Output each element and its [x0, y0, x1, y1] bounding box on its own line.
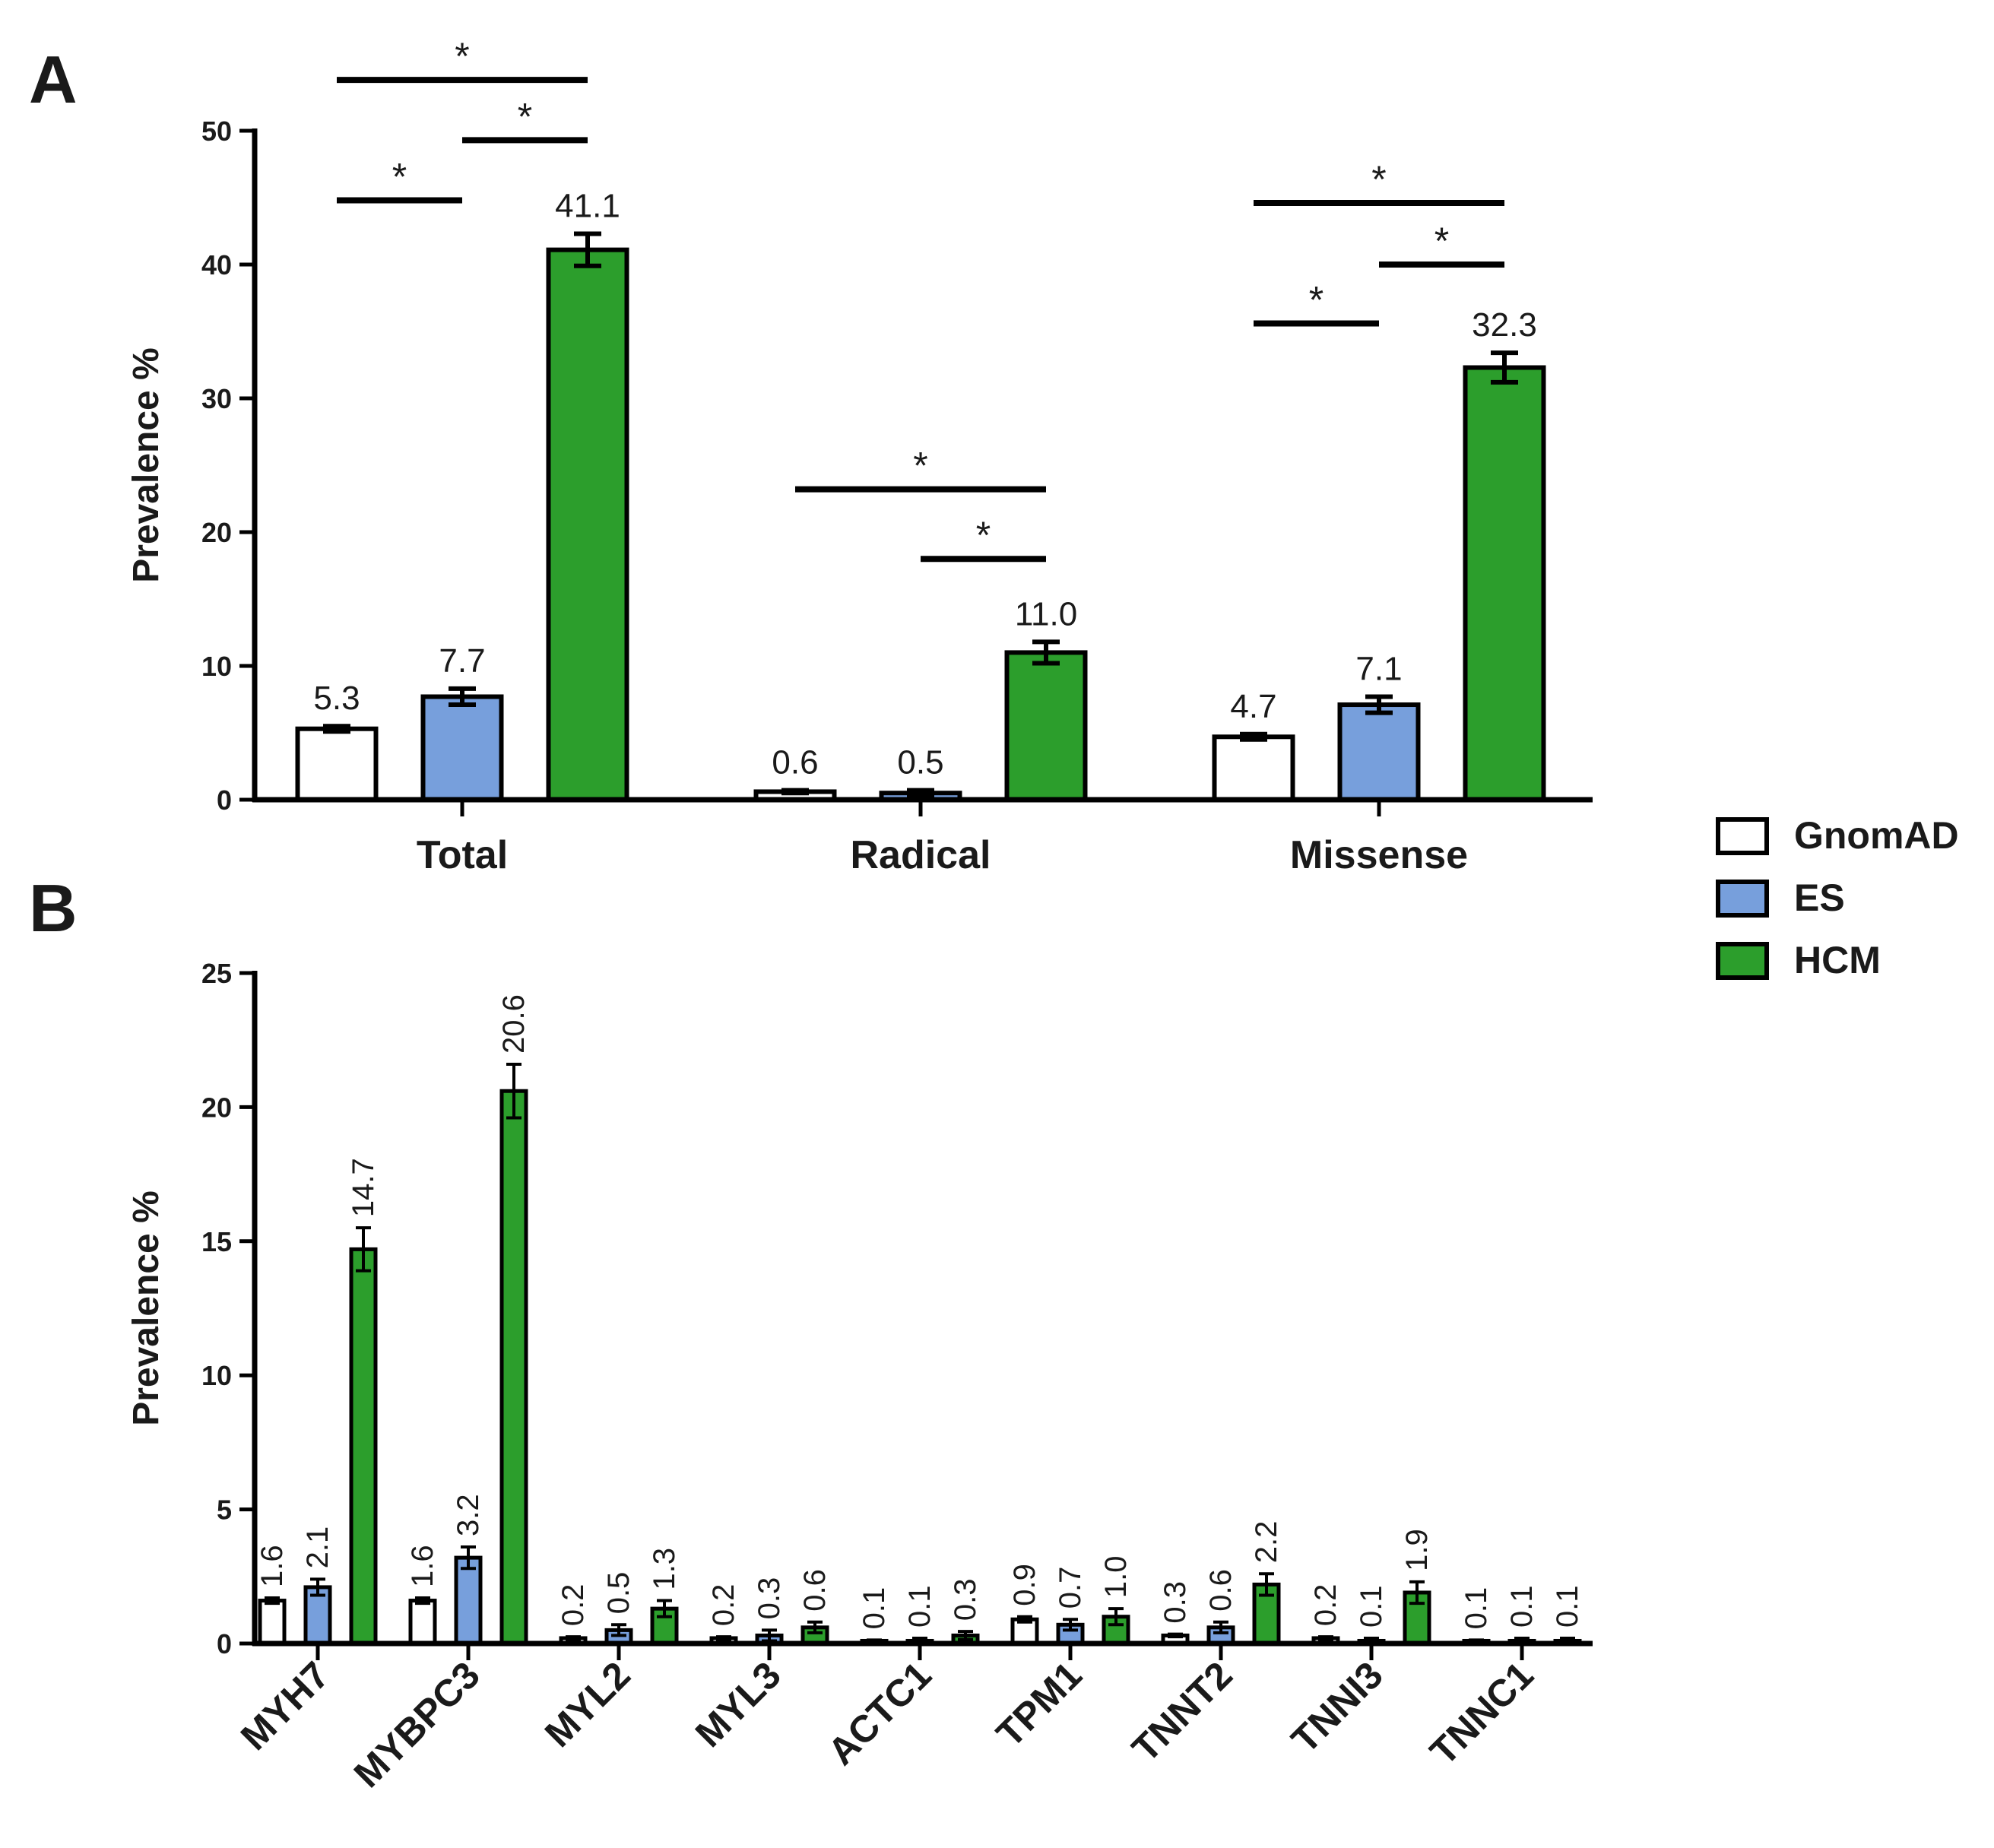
value-label-tnni3-hcm: 1.9: [1400, 1529, 1434, 1571]
significance-star-radical-4: *: [976, 514, 991, 556]
value-label-tnni3-gnomad: 0.2: [1309, 1584, 1343, 1627]
bar-total-gnomad: [295, 726, 379, 802]
value-label-radical-es: 0.5: [897, 744, 943, 781]
value-label-actc1-hcm: 0.3: [949, 1579, 982, 1621]
value-label-myl3-gnomad: 0.2: [707, 1584, 740, 1627]
bar-total-hcm: [546, 247, 629, 802]
value-label-tnnc1-es: 0.1: [1505, 1585, 1539, 1628]
legend-label-es: ES: [1794, 876, 1845, 919]
x-category-label-myl2: MYL2: [537, 1653, 639, 1755]
y-tick-label-20: 20: [201, 517, 232, 548]
value-label-actc1-es: 0.1: [903, 1585, 937, 1628]
x-category-label-tnni3: TNNI3: [1283, 1653, 1391, 1761]
y-tick-label-5: 5: [217, 1495, 232, 1526]
y-tick-label-10: 10: [201, 651, 232, 682]
y-tick-label-0: 0: [217, 1628, 232, 1659]
legend-label-hcm: HCM: [1794, 939, 1881, 981]
y-tick-label-10: 10: [201, 1360, 232, 1391]
value-label-myl2-es: 0.5: [602, 1572, 636, 1615]
value-label-mybpc3-gnomad: 1.6: [406, 1545, 439, 1587]
value-label-tnnt2-hcm: 2.2: [1250, 1521, 1283, 1564]
x-category-label-radical: Radical: [851, 833, 991, 877]
legend: GnomAD ES HCM: [1716, 814, 1959, 981]
value-label-myh7-gnomad: 1.6: [255, 1545, 289, 1587]
value-label-total-hcm: 41.1: [555, 188, 620, 225]
bar-total-es: [420, 694, 504, 802]
significance-star-total-0: *: [455, 35, 469, 78]
y-tick-label-30: 30: [201, 383, 232, 414]
significance-star-missense-7: *: [1309, 278, 1324, 321]
legend-swatch-hcm: [1716, 942, 1769, 980]
panel-b-chart: Prevalence % 0 5 10 15 20 25 1.6 2.1 14.7 MYH7 1.6 3…: [126, 958, 1593, 1796]
panel-a-letter: A: [29, 42, 78, 117]
value-label-tnnt2-es: 0.6: [1204, 1569, 1238, 1612]
significance-star-total-1: *: [518, 95, 532, 138]
value-label-myl3-es: 0.3: [753, 1577, 786, 1620]
value-label-tnnc1-hcm: 0.1: [1551, 1585, 1584, 1628]
value-label-mybpc3-hcm: 20.6: [497, 994, 531, 1054]
significance-star-radical-3: *: [913, 445, 927, 487]
value-label-radical-gnomad: 0.6: [772, 744, 818, 781]
x-category-label-missense: Missense: [1290, 833, 1468, 877]
value-label-radical-hcm: 11.0: [1015, 595, 1077, 632]
y-tick-label-20: 20: [201, 1092, 232, 1123]
value-label-myh7-es: 2.1: [301, 1526, 334, 1569]
x-category-label-tnnt2: TNNT2: [1124, 1653, 1241, 1770]
bar-mybpc3-gnomad: [408, 1599, 437, 1646]
value-label-total-es: 7.7: [439, 642, 485, 680]
x-category-label-myl3: MYL3: [687, 1653, 789, 1755]
legend-swatch-es: [1716, 880, 1769, 918]
y-axis-title: Prevalence %: [126, 347, 166, 583]
legend-label-gnomad: GnomAD: [1794, 814, 1959, 857]
bar-myh7-hcm: [349, 1247, 378, 1646]
value-label-tpm1-hcm: 1.0: [1099, 1556, 1133, 1599]
x-category-label-tpm1: TPM1: [988, 1653, 1090, 1755]
bar-missense-gnomad: [1212, 734, 1295, 803]
significance-star-missense-5: *: [1371, 158, 1386, 201]
panel-b-letter: B: [29, 870, 78, 946]
bar-mybpc3-hcm: [499, 1089, 528, 1646]
x-category-label-mybpc3: MYBPC3: [346, 1653, 488, 1796]
x-category-label-total: Total: [417, 833, 508, 877]
bar-myh7-gnomad: [258, 1599, 287, 1646]
value-label-tnni3-es: 0.1: [1355, 1585, 1388, 1628]
legend-swatch-gnomad: [1716, 817, 1769, 855]
x-category-label-actc1: ACTC1: [819, 1653, 939, 1773]
y-tick-label-50: 50: [201, 116, 232, 147]
value-label-tpm1-gnomad: 0.9: [1008, 1564, 1041, 1606]
value-label-missense-hcm: 32.3: [1472, 306, 1537, 344]
value-label-tnnc1-gnomad: 0.1: [1460, 1587, 1493, 1630]
value-label-myl2-hcm: 1.3: [648, 1548, 681, 1590]
value-label-missense-es: 7.1: [1355, 650, 1402, 687]
value-label-total-gnomad: 5.3: [313, 680, 360, 717]
bar-missense-es: [1337, 702, 1421, 802]
y-tick-label-0: 0: [217, 785, 232, 816]
value-label-mybpc3-es: 3.2: [452, 1494, 485, 1536]
y-tick-label-25: 25: [201, 958, 232, 989]
x-category-label-myh7: MYH7: [233, 1653, 338, 1758]
bar-radical-hcm: [1004, 650, 1088, 803]
panel-a-chart: Prevalence % 0 10 20 30 40 50 5.3 7.7 41.1 Total 0.…: [126, 35, 1593, 877]
x-category-label-tnnc1: TNNC1: [1422, 1653, 1541, 1773]
significance-star-total-2: *: [392, 156, 407, 198]
significance-star-missense-6: *: [1434, 220, 1449, 262]
value-label-tnnt2-gnomad: 0.3: [1159, 1581, 1192, 1624]
value-label-myh7-hcm: 14.7: [347, 1158, 380, 1217]
y-tick-label-40: 40: [201, 249, 232, 281]
value-label-actc1-gnomad: 0.1: [858, 1587, 891, 1630]
value-label-tpm1-es: 0.7: [1054, 1567, 1087, 1609]
value-label-myl3-hcm: 0.6: [798, 1569, 832, 1612]
value-label-missense-gnomad: 4.7: [1230, 688, 1276, 725]
bar-mybpc3-es: [454, 1555, 483, 1646]
value-label-myl2-gnomad: 0.2: [556, 1584, 590, 1627]
y-tick-label-15: 15: [201, 1226, 232, 1257]
y-axis-title: Prevalence %: [126, 1190, 166, 1426]
bar-missense-hcm: [1463, 365, 1546, 802]
